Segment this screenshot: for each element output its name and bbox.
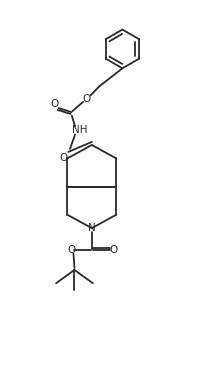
Text: O: O <box>67 244 75 255</box>
Text: N: N <box>88 223 96 233</box>
Text: O: O <box>60 153 68 163</box>
Text: O: O <box>50 99 58 109</box>
Text: NH: NH <box>72 126 87 135</box>
Text: O: O <box>109 244 117 255</box>
Text: O: O <box>83 94 91 104</box>
